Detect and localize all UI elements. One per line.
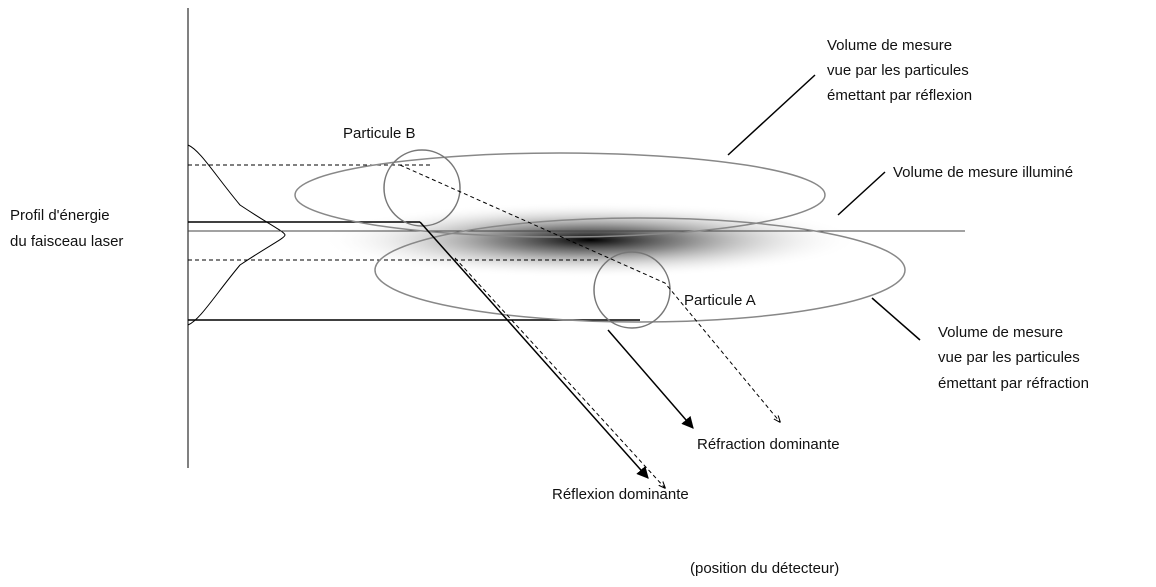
label: émettant par réfraction: [938, 375, 1089, 392]
label: Réfraction dominante: [697, 436, 840, 453]
energy-profile: [187, 144, 286, 326]
label: du faisceau laser: [10, 233, 123, 250]
ray: [454, 257, 665, 488]
label: Particule A: [684, 292, 756, 309]
shapes: [187, 8, 965, 488]
ray: [607, 329, 694, 429]
ray: [399, 164, 780, 422]
label: Réflexion dominante: [552, 486, 689, 503]
particle-a: [593, 251, 671, 329]
label: émettant par réflexion: [827, 87, 972, 104]
illuminated-volume: [320, 202, 860, 278]
label: (position du détecteur): [690, 560, 839, 577]
label: Profil d'énergie: [10, 207, 110, 224]
leader: [871, 297, 921, 341]
leader: [727, 74, 816, 156]
refraction-volume: [374, 217, 906, 323]
particle-b: [383, 149, 461, 227]
label: Volume de mesure: [827, 37, 952, 54]
label: vue par les particules: [938, 349, 1080, 366]
label: Volume de mesure illuminé: [893, 164, 1073, 181]
reflection-volume: [294, 152, 826, 238]
leader: [837, 171, 886, 216]
label: Particule B: [343, 125, 416, 142]
label: vue par les particules: [827, 62, 969, 79]
label: Volume de mesure: [938, 324, 1063, 341]
ray: [419, 221, 649, 479]
